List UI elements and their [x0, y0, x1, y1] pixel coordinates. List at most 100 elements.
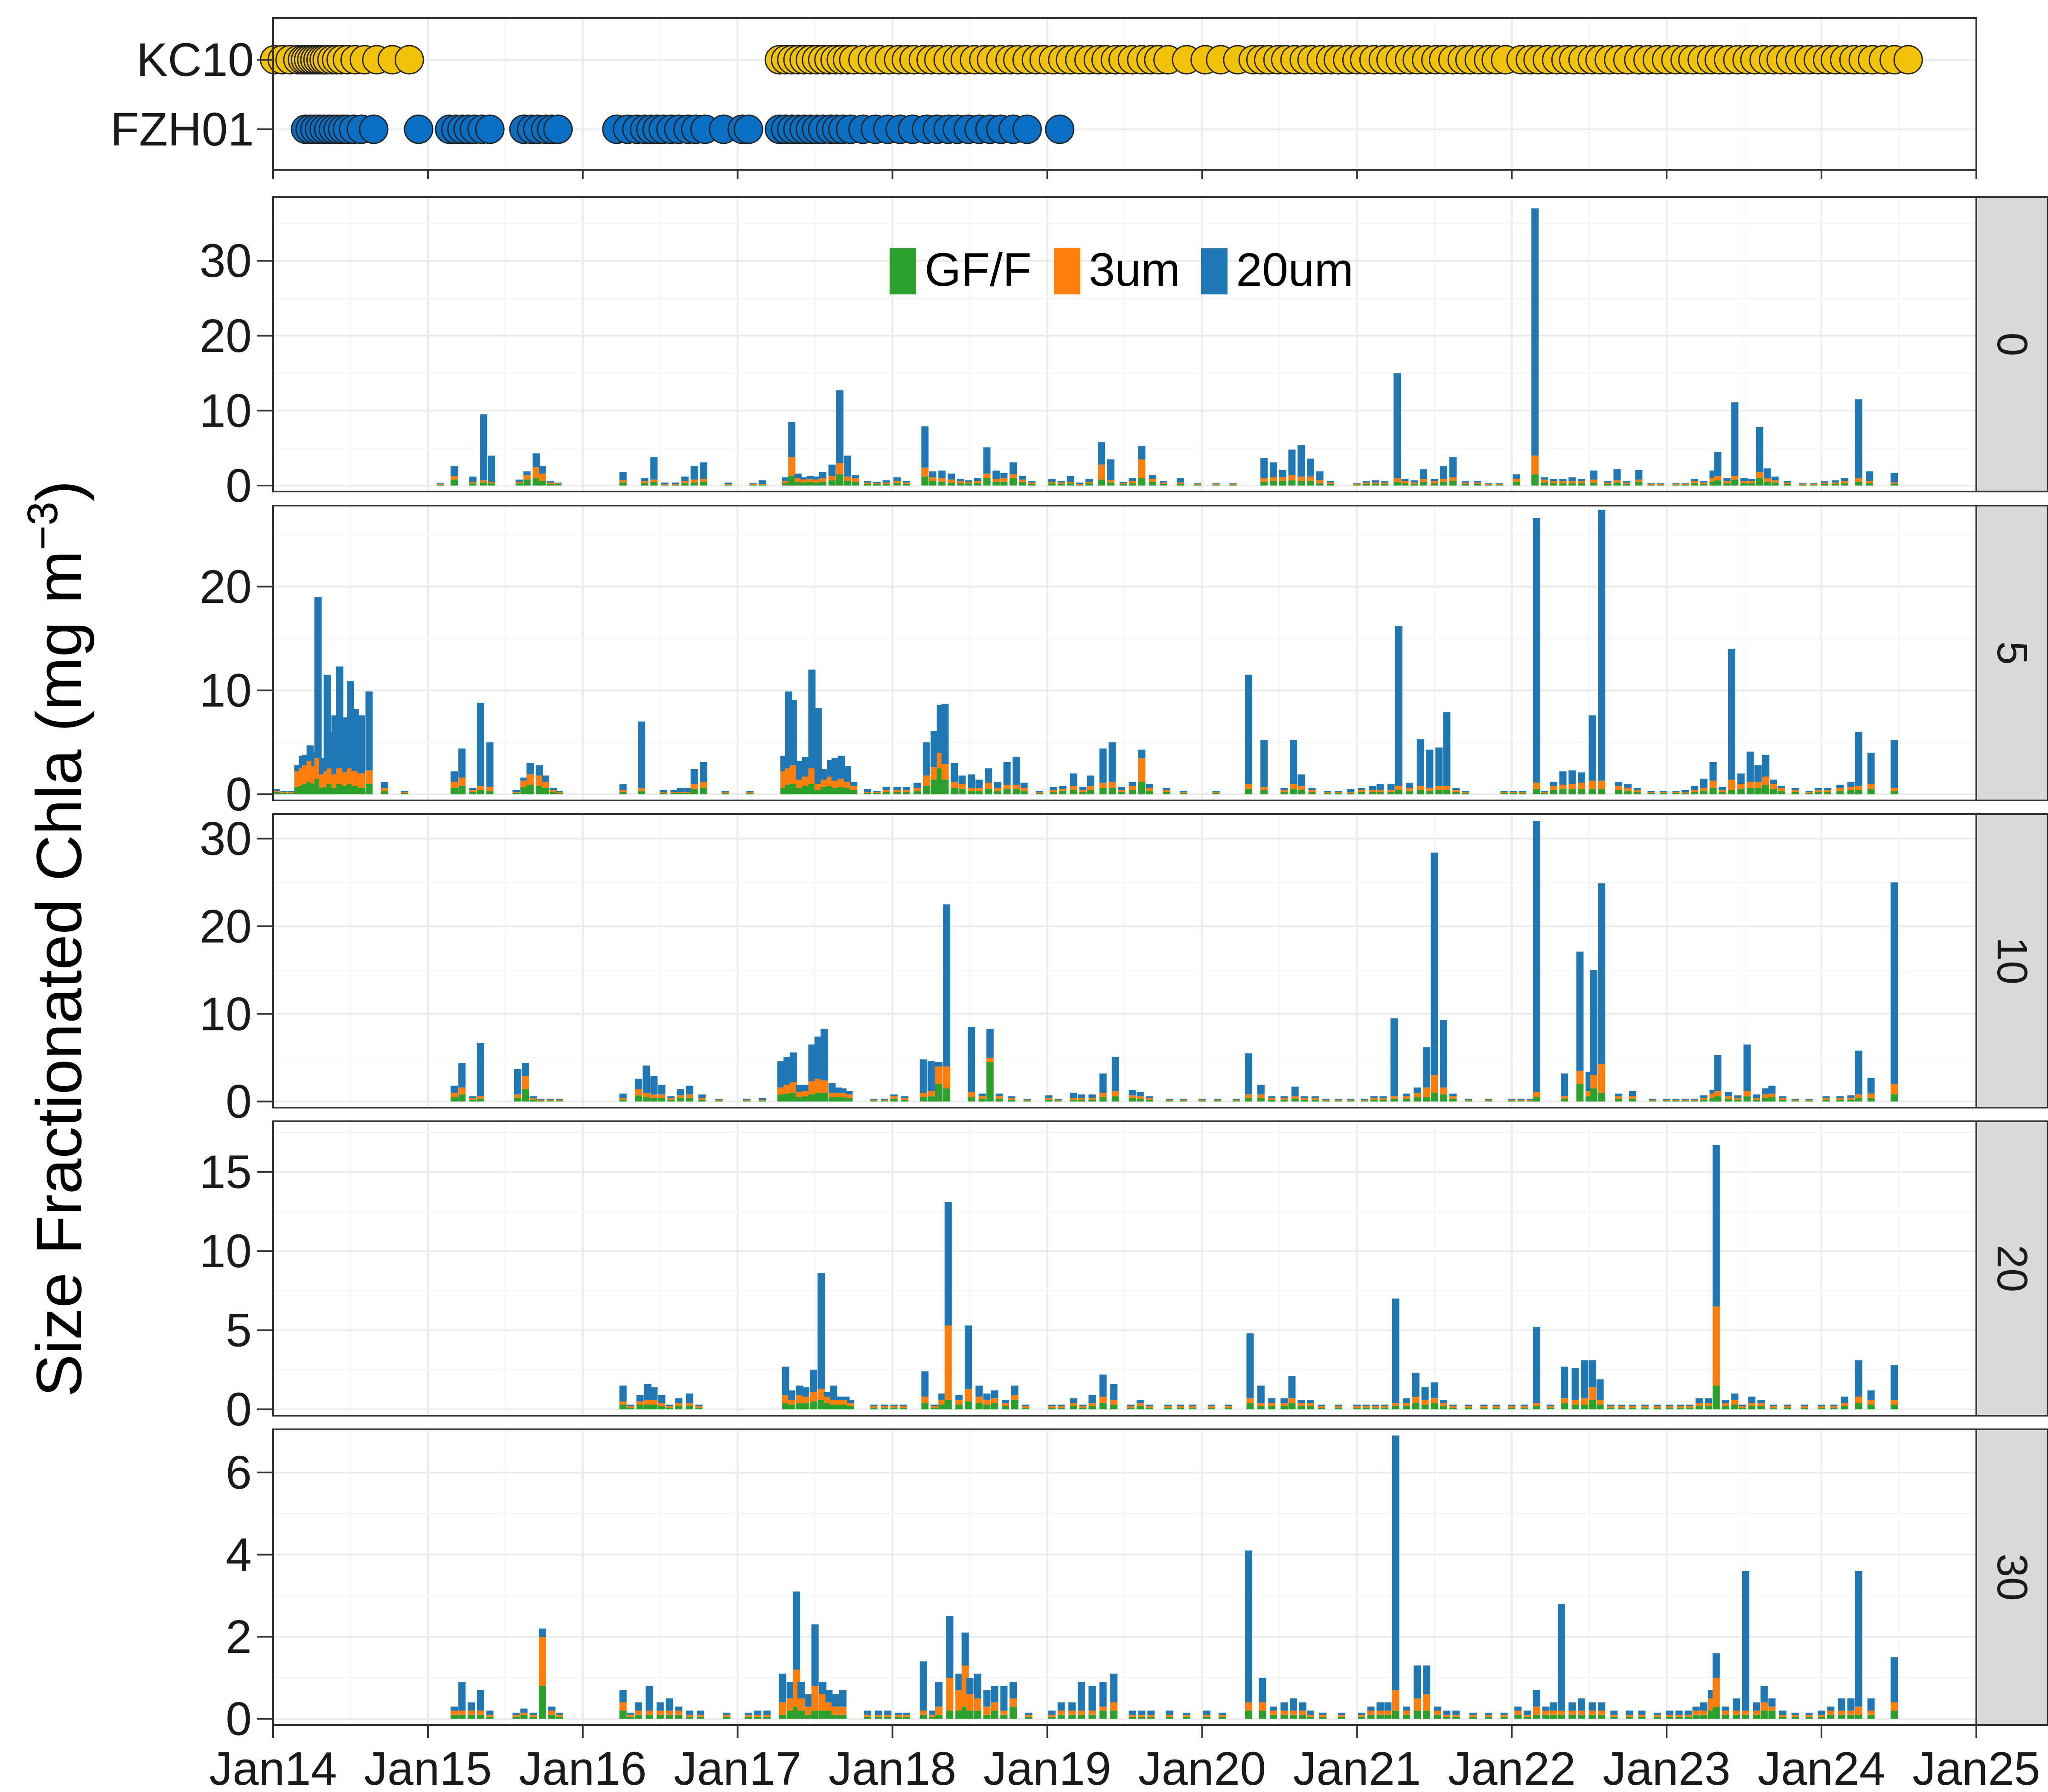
bar-3um [830, 1399, 838, 1405]
bar-3um [1443, 785, 1451, 790]
bar-20um [1129, 478, 1136, 481]
bar-20um [1118, 787, 1126, 790]
bar-gff [548, 1714, 556, 1719]
bar-3um [789, 1082, 797, 1093]
bar-20um [966, 1678, 974, 1694]
bar-gff [1748, 483, 1756, 486]
bar-gff [921, 1403, 929, 1410]
bar-3um [1824, 790, 1832, 792]
bar-gff [1783, 1408, 1791, 1410]
bar-20um [488, 455, 495, 482]
bar-gff [873, 793, 881, 794]
bar-3um [660, 792, 667, 793]
bar-gff [1068, 1714, 1076, 1719]
bar-3um [968, 788, 975, 791]
bar-3um [1542, 1711, 1550, 1715]
bar-3um [1225, 1406, 1232, 1408]
bar-3um [451, 782, 458, 788]
bar-gff [1700, 1714, 1708, 1719]
bar-20um [1327, 481, 1335, 483]
bar-gff [1452, 1716, 1460, 1719]
bar-20um [1245, 1550, 1252, 1703]
bar-3um [1469, 1714, 1477, 1717]
bar-gff [974, 483, 981, 486]
bar-3um [1118, 790, 1126, 792]
bar-gff [1485, 1100, 1492, 1102]
bar-20um [806, 476, 814, 479]
bar-gff [902, 1716, 910, 1719]
bar-20um [1280, 1096, 1288, 1098]
bar-gff [1827, 1714, 1835, 1719]
bar-3um [1057, 1406, 1065, 1408]
bar-3um [938, 478, 946, 482]
bar-20um [839, 1088, 847, 1093]
bar-gff [1393, 482, 1401, 486]
bar-3um [1731, 1399, 1739, 1405]
bar-gff [1279, 481, 1286, 486]
bar-20um [1279, 470, 1286, 477]
bar-gff [929, 1716, 937, 1719]
bar-gff [1059, 791, 1067, 794]
bar-20um [469, 788, 477, 790]
bar-3um [796, 1092, 803, 1097]
bar-20um [1485, 1713, 1492, 1715]
x-tick-label: Jan21 [1293, 1743, 1421, 1792]
bar-20um [1737, 773, 1745, 784]
bar-gff [1443, 1716, 1451, 1719]
bar-20um [1709, 762, 1717, 781]
bar-gff [1306, 1716, 1314, 1719]
bar-gff [1232, 1100, 1240, 1102]
bar-gff [1508, 1100, 1516, 1102]
bar-20um [1376, 784, 1384, 790]
bar-3um [1691, 1100, 1699, 1101]
bar-3um [686, 1403, 693, 1406]
bar-3um [1020, 788, 1028, 791]
bar-3um [1370, 1098, 1378, 1100]
bar-gff [1431, 483, 1438, 486]
bar-20um [1245, 1053, 1252, 1095]
bar-3um [1018, 479, 1026, 482]
bar-3um [1129, 481, 1136, 483]
bar-20um [695, 1405, 703, 1406]
bar-20um [1731, 402, 1739, 476]
bar-gff [1550, 790, 1557, 794]
bar-gff [796, 1097, 803, 1102]
bar-3um [1695, 1403, 1703, 1406]
bar-3um [1533, 1092, 1540, 1097]
bar-20um [839, 1690, 847, 1707]
bar-3um [542, 782, 550, 788]
bar-20um [1362, 1405, 1370, 1406]
bar-3um [873, 792, 881, 793]
bar-3um [1891, 1399, 1898, 1405]
bar-3um [1615, 1096, 1623, 1099]
y-tick-label: 4 [226, 1529, 252, 1581]
bar-3um [1568, 481, 1576, 483]
legend-label-gff: GF/F [925, 244, 1032, 296]
bar-gff [1855, 482, 1862, 486]
bar-3um [1588, 780, 1596, 789]
bar-3um [825, 1702, 833, 1711]
bar-20um [1791, 1099, 1799, 1100]
bar-3um [788, 457, 796, 476]
bar-20um [1629, 1091, 1636, 1097]
bar-gff [1401, 483, 1409, 486]
bar-3um [743, 1100, 751, 1101]
bar-20um [1045, 1095, 1053, 1098]
bar-3um [1700, 1711, 1708, 1715]
bar-gff [619, 1405, 627, 1410]
bar-gff [814, 790, 822, 794]
bar-gff [1299, 1714, 1306, 1719]
bar-gff [1500, 1716, 1508, 1719]
bar-gff [488, 483, 495, 486]
bar-gff [1402, 1406, 1410, 1410]
bar-20um [813, 476, 820, 480]
bar-20um [1387, 784, 1395, 790]
bar-gff [1547, 1408, 1554, 1410]
bar-3um [1461, 482, 1469, 484]
facet-strip-label: 0 [1988, 332, 2036, 356]
bar-gff [810, 1401, 817, 1410]
bar-20um [983, 1393, 991, 1400]
bar-gff [1613, 482, 1621, 486]
